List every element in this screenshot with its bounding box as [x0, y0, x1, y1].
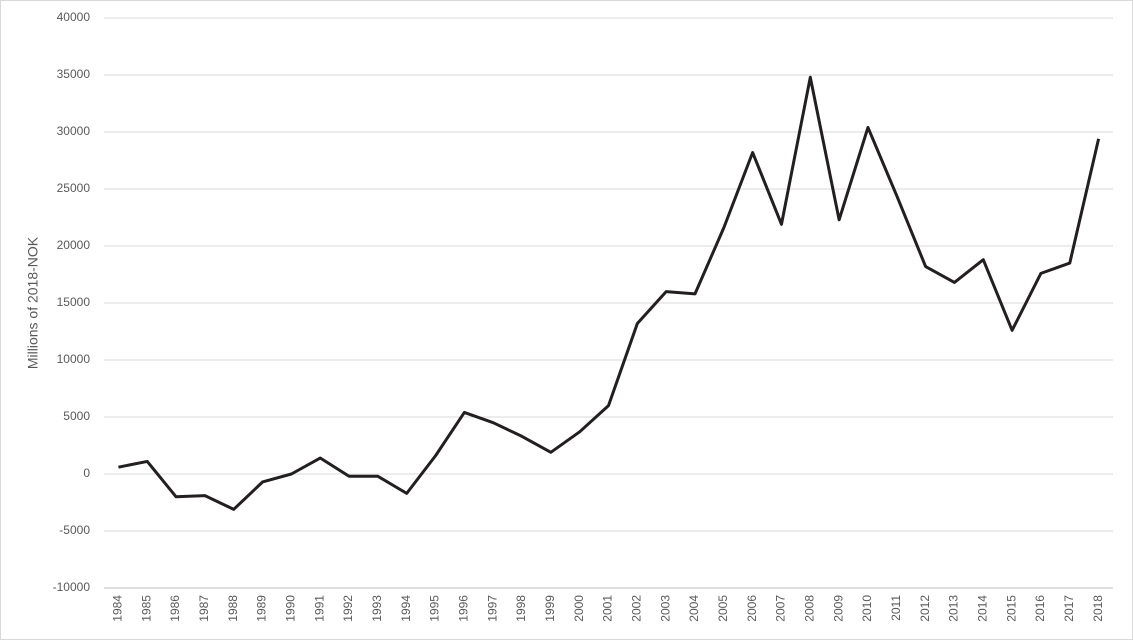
x-tick-label: 1991	[312, 595, 326, 622]
x-tick-label: 2010	[860, 595, 874, 622]
x-tick-label: 1999	[543, 595, 557, 622]
y-tick-label: 5000	[63, 409, 90, 423]
y-tick-label: -10000	[53, 580, 91, 594]
x-tick-label: 1996	[457, 595, 471, 622]
x-tick-label: 2004	[687, 595, 701, 622]
x-tick-label: 2001	[601, 595, 615, 622]
y-tick-label: 15000	[57, 295, 91, 309]
x-tick-label: 2016	[1033, 595, 1047, 622]
x-tick-label: 1986	[168, 595, 182, 622]
y-tick-label: 40000	[57, 10, 91, 24]
x-tick-label: 2006	[745, 595, 759, 622]
y-tick-label: 20000	[57, 238, 91, 252]
x-tick-label: 2002	[630, 595, 644, 622]
x-tick-label: 1995	[428, 595, 442, 622]
x-tick-label: 1992	[341, 595, 355, 622]
x-tick-label: 1989	[255, 595, 269, 622]
x-tick-label: 2018	[1091, 595, 1105, 622]
y-tick-label: 35000	[57, 67, 91, 81]
y-tick-label: 25000	[57, 181, 91, 195]
x-tick-label: 1987	[197, 595, 211, 622]
x-tick-label: 2014	[975, 595, 989, 622]
x-tick-label: 2005	[716, 595, 730, 622]
y-tick-label: 10000	[57, 352, 91, 366]
x-tick-label: 2017	[1062, 595, 1076, 622]
x-tick-label: 1994	[399, 595, 413, 622]
x-tick-label: 2003	[658, 595, 672, 622]
x-tick-label: 2015	[1004, 595, 1018, 622]
x-tick-label: 2013	[947, 595, 961, 622]
x-tick-label: 1990	[284, 595, 298, 622]
x-tick-label: 1984	[111, 595, 125, 622]
y-tick-label: 0	[83, 466, 90, 480]
x-tick-label: 1998	[514, 595, 528, 622]
x-tick-label: 2007	[774, 595, 788, 622]
x-tick-label: 2008	[802, 595, 816, 622]
y-tick-label: -5000	[59, 523, 90, 537]
data-line	[118, 75, 1101, 511]
x-tick-label: 2012	[918, 595, 932, 622]
x-tick-label: 2011	[889, 595, 903, 621]
x-tick-label: 1997	[485, 595, 499, 622]
y-axis-label: Millions of 2018-NOK	[25, 236, 41, 369]
x-tick-label: 1993	[370, 595, 384, 622]
x-tick-label: 1988	[226, 595, 240, 622]
x-tick-label: 2000	[572, 595, 586, 622]
y-tick-label: 30000	[57, 124, 91, 138]
x-tick-label: 1985	[139, 595, 153, 622]
x-tick-label: 2009	[831, 595, 845, 622]
